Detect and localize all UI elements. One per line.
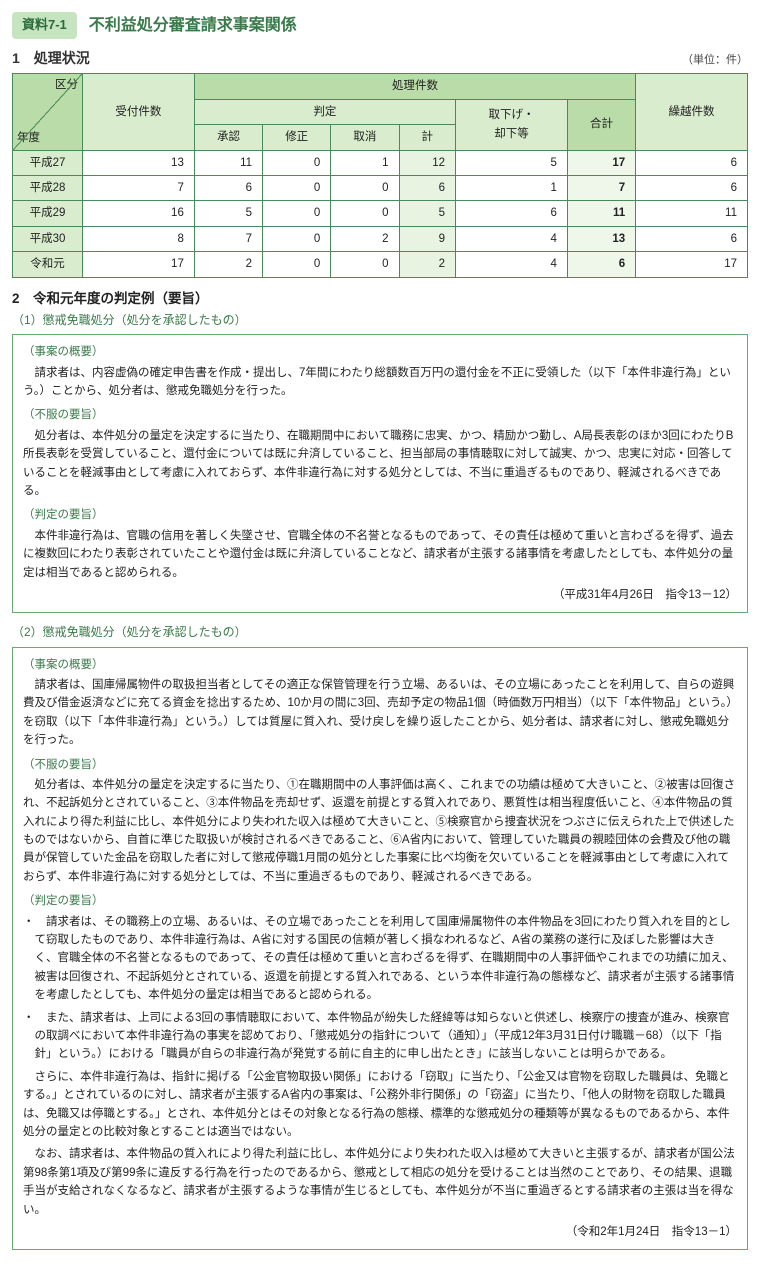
col-processed: 処理件数 bbox=[194, 74, 635, 99]
case1-overview-label: （事案の概要） bbox=[23, 343, 737, 361]
col-cancelled: 取消 bbox=[331, 125, 399, 150]
section1-unit: （単位：件） bbox=[682, 52, 748, 70]
case2-heading: （2）懲戒免職処分（処分を承認したもの） bbox=[12, 623, 748, 642]
cell: 0 bbox=[263, 201, 331, 226]
table-row: 平成2876006176 bbox=[13, 175, 748, 200]
cell: 5 bbox=[399, 201, 455, 226]
cell: 7 bbox=[194, 226, 262, 251]
cell: 7 bbox=[83, 175, 195, 200]
cell: 16 bbox=[83, 201, 195, 226]
col-received: 受付件数 bbox=[83, 74, 195, 150]
cell: 17 bbox=[567, 150, 635, 175]
cell: 11 bbox=[567, 201, 635, 226]
cell: 2 bbox=[194, 252, 262, 277]
cell: 6 bbox=[399, 175, 455, 200]
col-withdrawn: 取下げ・ 却下等 bbox=[456, 99, 568, 150]
case2-overview-label: （事案の概要） bbox=[23, 656, 737, 674]
cell: 6 bbox=[456, 201, 568, 226]
row-year: 平成30 bbox=[13, 226, 83, 251]
case1-heading: （1）懲戒免職処分（処分を承認したもの） bbox=[12, 311, 748, 330]
cell: 6 bbox=[194, 175, 262, 200]
case2-date: （令和2年1月24日 指令13－1） bbox=[23, 1223, 737, 1241]
cell: 6 bbox=[636, 226, 748, 251]
cell: 6 bbox=[636, 150, 748, 175]
col-diag: 区分 年度 bbox=[13, 74, 83, 150]
case1-judge-label: （判定の要旨） bbox=[23, 506, 737, 524]
case2-judge-b1: ・ 請求者は、その職務上の立場、あるいは、その立場であったことを利用して国庫帰属… bbox=[23, 913, 737, 1005]
cell: 11 bbox=[636, 201, 748, 226]
status-table: 区分 年度 受付件数 処理件数 繰越件数 判定 取下げ・ 却下等 合計 承認 修… bbox=[12, 73, 748, 277]
cell: 1 bbox=[331, 150, 399, 175]
cell: 2 bbox=[331, 226, 399, 251]
section1-title: 1 処理状況 bbox=[12, 47, 90, 69]
col-carried: 繰越件数 bbox=[636, 74, 748, 150]
case2-overview: 請求者は、国庫帰属物件の取扱担当者としてその適正な保管管理を行う立場、あるいは、… bbox=[23, 676, 737, 750]
cell: 8 bbox=[83, 226, 195, 251]
case2-judge-b2: ・ また、請求者は、上司による3回の事情聴取において、本件物品が紛失した経緯等は… bbox=[23, 1009, 737, 1064]
cell: 6 bbox=[567, 252, 635, 277]
col-subtotal: 計 bbox=[399, 125, 455, 150]
cell: 9 bbox=[399, 226, 455, 251]
table-row: 平成27131101125176 bbox=[13, 150, 748, 175]
cell: 17 bbox=[83, 252, 195, 277]
case2-judge-p4: なお、請求者は、本件物品の質入れにより得た利益に比し、本件処分により失われた収入… bbox=[23, 1145, 737, 1219]
case1-judge: 本件非違行為は、官職の信用を著しく失墜させ、官職全体の不名誉となるものであって、… bbox=[23, 527, 737, 582]
case1-obj-label: （不服の要旨） bbox=[23, 406, 737, 424]
cell: 0 bbox=[263, 252, 331, 277]
row-year: 平成29 bbox=[13, 201, 83, 226]
table-row: 令和元1720024617 bbox=[13, 252, 748, 277]
cell: 4 bbox=[456, 252, 568, 277]
cell: 0 bbox=[331, 252, 399, 277]
table-body: 平成27131101125176平成2876006176平成2916500561… bbox=[13, 150, 748, 277]
row-year: 平成27 bbox=[13, 150, 83, 175]
case2-obj: 処分者は、本件処分の量定を決定するに当たり、①在職期間中の人事評価は高く、これま… bbox=[23, 776, 737, 886]
cell: 17 bbox=[636, 252, 748, 277]
cell: 2 bbox=[399, 252, 455, 277]
row-year: 令和元 bbox=[13, 252, 83, 277]
case2-obj-label: （不服の要旨） bbox=[23, 756, 737, 774]
cell: 0 bbox=[331, 201, 399, 226]
case2-box: （事案の概要） 請求者は、国庫帰属物件の取扱担当者としてその適正な保管管理を行う… bbox=[12, 647, 748, 1251]
case1-overview: 請求者は、内容虚偽の確定申告書を作成・提出し、7年間にわたり総額数百万円の還付金… bbox=[23, 364, 737, 401]
diag-top: 区分 bbox=[55, 76, 78, 94]
col-judgment: 判定 bbox=[194, 99, 455, 124]
section1-header: 1 処理状況 （単位：件） bbox=[12, 47, 748, 70]
section2-title: 2 令和元年度の判定例（要旨） bbox=[12, 288, 748, 310]
case1-date: （平成31年4月26日 指令13－12） bbox=[23, 586, 737, 604]
table-row: 平成2916500561111 bbox=[13, 201, 748, 226]
row-year: 平成28 bbox=[13, 175, 83, 200]
case1-obj: 処分者は、本件処分の量定を決定するに当たり、在職期間中において職務に忠実、かつ、… bbox=[23, 427, 737, 501]
cell: 6 bbox=[636, 175, 748, 200]
case1-box: （事案の概要） 請求者は、内容虚偽の確定申告書を作成・提出し、7年間にわたり総額… bbox=[12, 334, 748, 613]
cell: 12 bbox=[399, 150, 455, 175]
cell: 0 bbox=[263, 150, 331, 175]
cell: 13 bbox=[83, 150, 195, 175]
cell: 5 bbox=[456, 150, 568, 175]
cell: 0 bbox=[263, 175, 331, 200]
cell: 7 bbox=[567, 175, 635, 200]
cell: 0 bbox=[263, 226, 331, 251]
col-approved: 承認 bbox=[194, 125, 262, 150]
cell: 1 bbox=[456, 175, 568, 200]
cell: 4 bbox=[456, 226, 568, 251]
cell: 5 bbox=[194, 201, 262, 226]
cell: 13 bbox=[567, 226, 635, 251]
doc-header: 資料7-1 不利益処分審査請求事案関係 bbox=[12, 12, 748, 39]
doc-badge: 資料7-1 bbox=[12, 12, 77, 39]
col-corrected: 修正 bbox=[263, 125, 331, 150]
cell: 11 bbox=[194, 150, 262, 175]
diag-bottom: 年度 bbox=[17, 129, 40, 147]
col-total: 合計 bbox=[567, 99, 635, 150]
cell: 0 bbox=[331, 175, 399, 200]
case2-judge-p3: さらに、本件非違行為は、指針に掲げる「公金官物取扱い関係」における「窃取」に当た… bbox=[23, 1068, 737, 1142]
table-row: 平成30870294136 bbox=[13, 226, 748, 251]
case2-judge-label: （判定の要旨） bbox=[23, 892, 737, 910]
doc-title: 不利益処分審査請求事案関係 bbox=[89, 13, 297, 39]
